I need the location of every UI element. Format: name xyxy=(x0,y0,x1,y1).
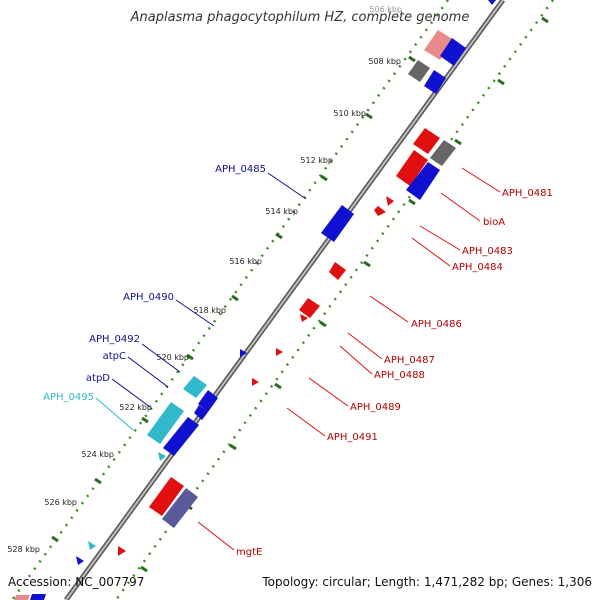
gene-block xyxy=(149,477,184,516)
gene-block xyxy=(30,594,46,600)
gene-block xyxy=(88,541,96,550)
genome-summary-text: Topology: circular; Length: 1,471,282 bp… xyxy=(262,575,592,589)
gene-label-aph-0488: APH_0488 xyxy=(374,370,425,381)
accession-text: Accession: NC_007797 xyxy=(8,575,145,589)
gene-block xyxy=(440,38,466,66)
tick-label: 510 kbp xyxy=(333,109,366,118)
gene-label-atpc: atpC xyxy=(103,351,126,362)
gene-block xyxy=(408,60,430,82)
gene-block xyxy=(430,140,456,166)
gene-block xyxy=(413,128,440,154)
gene-label-aph-0489: APH_0489 xyxy=(350,402,401,413)
tick-label: 524 kbp xyxy=(81,450,114,459)
map-title: Anaplasma phagocytophilum HZ, complete g… xyxy=(130,10,470,25)
gene-label-aph-0491: APH_0491 xyxy=(327,432,378,443)
gene-block xyxy=(76,556,84,565)
gene-block xyxy=(163,417,199,456)
gene-features xyxy=(14,0,496,600)
gene-block xyxy=(300,314,308,322)
gene-label-aph-0486: APH_0486 xyxy=(411,319,462,330)
gene-block xyxy=(194,405,208,420)
tick-label: 518 kbp xyxy=(193,306,226,315)
tick-track-left xyxy=(10,0,450,600)
tick-label: 508 kbp xyxy=(368,57,401,66)
gene-block xyxy=(299,298,320,318)
gene-block xyxy=(162,488,198,528)
gene-block xyxy=(158,452,166,461)
gene-label-aph-0483: APH_0483 xyxy=(462,246,513,257)
gene-label-aph-0492: APH_0492 xyxy=(89,334,140,345)
gene-block xyxy=(406,162,440,200)
left-leader-lines xyxy=(95,172,307,431)
gene-label-aph-0490: APH_0490 xyxy=(123,292,174,303)
gene-label-aph-0484: APH_0484 xyxy=(452,262,503,273)
tick-label: 522 kbp xyxy=(119,403,152,412)
gene-block xyxy=(240,349,247,357)
tick-label: 528 kbp xyxy=(7,545,40,554)
right-leader-lines xyxy=(197,167,501,551)
gene-label-bioa: bioA xyxy=(483,217,505,228)
gene-block xyxy=(198,390,218,412)
gene-label-aph-0495: APH_0495 xyxy=(43,392,94,403)
gene-label-atpd: atpD xyxy=(86,373,110,384)
gene-block xyxy=(183,376,207,398)
tick-label: 516 kbp xyxy=(229,257,262,266)
gene-block xyxy=(396,150,428,186)
gene-block xyxy=(276,348,283,356)
gene-block xyxy=(424,70,446,94)
gene-block xyxy=(321,205,354,242)
tick-label: 512 kbp xyxy=(300,156,333,165)
gene-block xyxy=(329,262,346,280)
tick-label: 506 kbp xyxy=(369,5,402,14)
gene-label-aph-0481: APH_0481 xyxy=(502,188,553,199)
tick-markers xyxy=(51,16,549,573)
gene-label-aph-0487: APH_0487 xyxy=(384,355,435,366)
gene-block xyxy=(424,30,454,60)
tick-label: 514 kbp xyxy=(265,207,298,216)
tick-label: 526 kbp xyxy=(44,498,77,507)
gene-block xyxy=(374,206,386,216)
genome-backbone-highlight xyxy=(65,0,504,600)
gene-label-aph-0485: APH_0485 xyxy=(215,164,266,175)
tick-label: 520 kbp xyxy=(156,353,189,362)
gene-block xyxy=(14,595,30,600)
gene-block xyxy=(488,0,496,5)
gene-block xyxy=(386,196,394,206)
gene-label-mgte: mgtE xyxy=(236,547,262,558)
gene-block xyxy=(118,546,126,556)
gene-block xyxy=(252,378,259,386)
gene-block xyxy=(147,402,184,444)
